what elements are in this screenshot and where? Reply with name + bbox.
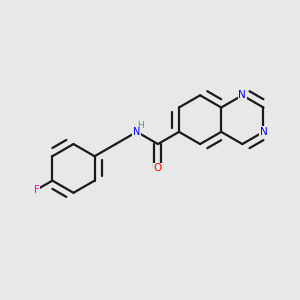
Text: F: F xyxy=(34,185,40,195)
Text: N: N xyxy=(133,127,140,137)
Text: O: O xyxy=(154,164,162,173)
Text: H: H xyxy=(137,121,144,130)
Text: N: N xyxy=(238,90,246,100)
Text: N: N xyxy=(260,127,267,137)
